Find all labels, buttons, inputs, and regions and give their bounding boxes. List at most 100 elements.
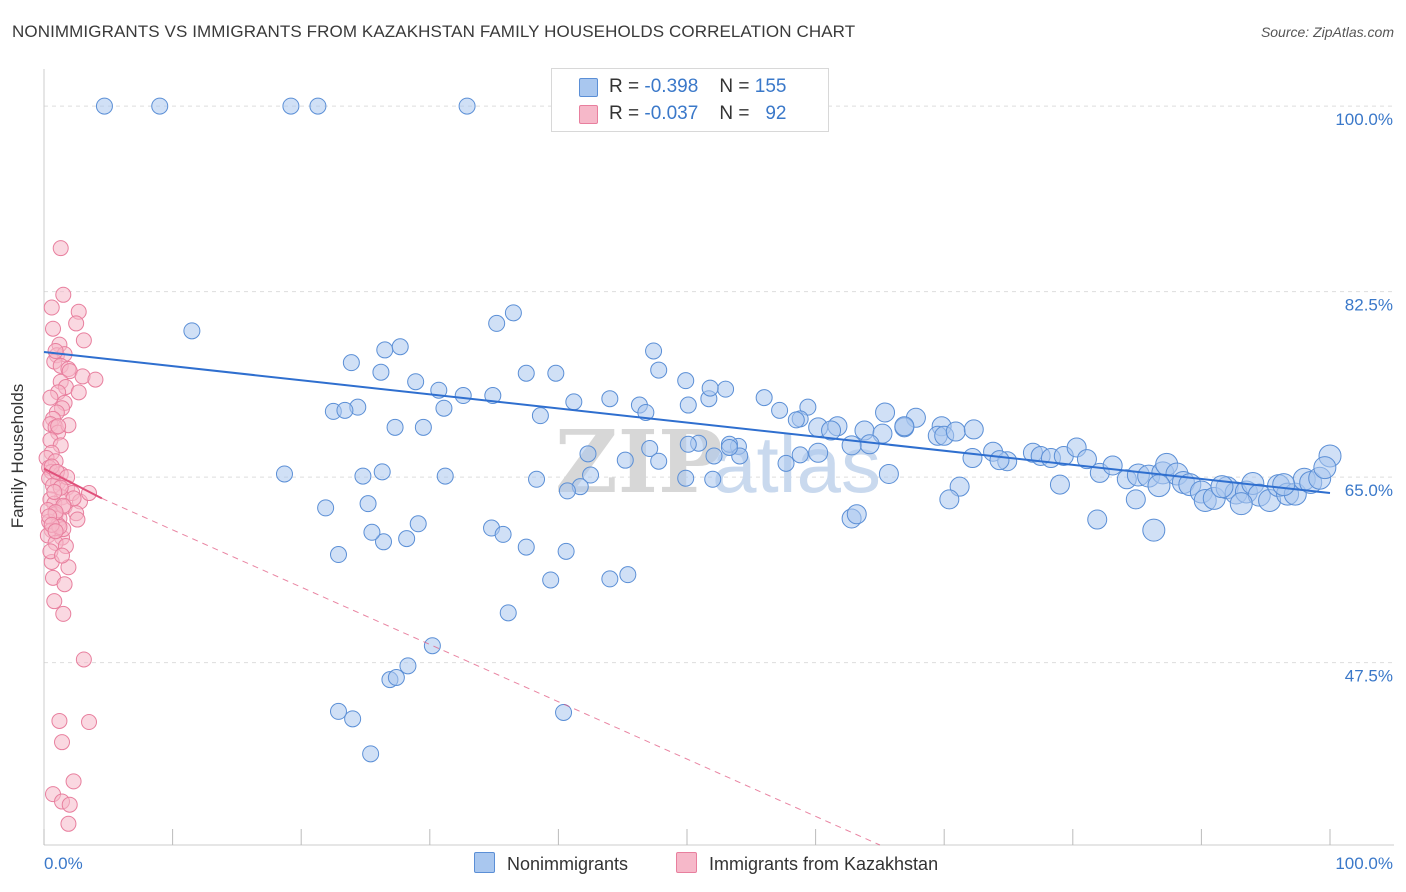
data-point-nonimmigrants bbox=[309, 97, 327, 115]
data-point-nonimmigrants bbox=[1147, 474, 1171, 498]
data-point-nonimmigrants bbox=[939, 489, 960, 510]
data-point-nonimmigrants bbox=[488, 314, 506, 332]
immigrants-points bbox=[38, 240, 104, 832]
data-point-nonimmigrants bbox=[771, 401, 789, 419]
data-point-nonimmigrants bbox=[777, 454, 795, 472]
data-point-nonimmigrants bbox=[705, 447, 723, 465]
data-point-nonimmigrants bbox=[359, 495, 377, 513]
data-point-nonimmigrants bbox=[354, 467, 372, 485]
data-point-nonimmigrants bbox=[808, 442, 829, 463]
stats-legend: R = -0.398 N = 155 R = -0.037 N = 92 bbox=[551, 68, 829, 132]
data-point-nonimmigrants bbox=[650, 452, 668, 470]
data-point-nonimmigrants bbox=[1313, 456, 1337, 480]
legend-swatch-pink bbox=[579, 105, 598, 124]
data-point-immigrants bbox=[46, 483, 63, 500]
data-point-nonimmigrants bbox=[275, 465, 293, 483]
trend-line-immigrants-extended bbox=[101, 497, 881, 846]
data-point-nonimmigrants bbox=[436, 467, 454, 485]
data-point-nonimmigrants bbox=[894, 416, 915, 437]
data-point-nonimmigrants bbox=[1272, 473, 1296, 497]
r-value: -0.398 bbox=[644, 76, 699, 97]
data-point-nonimmigrants bbox=[704, 470, 722, 488]
source-label: Source: ZipAtlas.com bbox=[1260, 24, 1394, 40]
data-point-nonimmigrants bbox=[317, 499, 335, 517]
data-point-nonimmigrants bbox=[557, 542, 575, 560]
y-axis-label: Family Households bbox=[8, 383, 27, 529]
data-point-nonimmigrants bbox=[517, 538, 535, 556]
n-value: 92 bbox=[765, 103, 787, 124]
data-point-nonimmigrants bbox=[579, 445, 597, 463]
x-tick-label: 100.0% bbox=[1335, 854, 1393, 873]
data-point-immigrants bbox=[55, 286, 72, 303]
trend-line-immigrants bbox=[43, 467, 103, 500]
data-point-immigrants bbox=[75, 332, 92, 349]
data-point-nonimmigrants bbox=[701, 379, 719, 397]
data-point-nonimmigrants bbox=[494, 525, 512, 543]
data-point-nonimmigrants bbox=[787, 411, 805, 429]
data-point-nonimmigrants bbox=[1142, 518, 1166, 542]
data-point-nonimmigrants bbox=[376, 341, 394, 359]
legend-swatch-blue bbox=[474, 852, 495, 873]
data-point-nonimmigrants bbox=[423, 637, 441, 655]
r-label: R = bbox=[609, 103, 640, 124]
data-point-immigrants bbox=[50, 418, 67, 435]
legend-swatch-blue bbox=[579, 78, 598, 97]
data-point-nonimmigrants bbox=[841, 435, 862, 456]
data-point-nonimmigrants bbox=[282, 97, 300, 115]
legend-item-immigrants: Immigrants from Kazakhstan bbox=[676, 852, 938, 875]
data-point-nonimmigrants bbox=[542, 571, 560, 589]
trend-lines bbox=[43, 351, 1331, 846]
data-point-nonimmigrants bbox=[151, 97, 169, 115]
data-point-nonimmigrants bbox=[799, 398, 817, 416]
data-point-immigrants bbox=[81, 485, 98, 502]
data-point-nonimmigrants bbox=[362, 745, 380, 763]
chart-title: NONIMMIGRANTS VS IMMIGRANTS FROM KAZAKHS… bbox=[12, 22, 856, 41]
data-point-nonimmigrants bbox=[1049, 474, 1070, 495]
data-point-nonimmigrants bbox=[435, 399, 453, 417]
data-point-immigrants bbox=[60, 815, 77, 832]
data-point-nonimmigrants bbox=[499, 604, 517, 622]
data-point-nonimmigrants bbox=[601, 390, 619, 408]
data-point-nonimmigrants bbox=[372, 363, 390, 381]
data-point-nonimmigrants bbox=[531, 407, 549, 425]
data-point-nonimmigrants bbox=[517, 364, 535, 382]
data-point-nonimmigrants bbox=[846, 504, 867, 525]
data-point-nonimmigrants bbox=[547, 364, 565, 382]
data-point-nonimmigrants bbox=[344, 710, 362, 728]
data-point-immigrants bbox=[54, 734, 71, 751]
legend-item-nonimmigrants: Nonimmigrants bbox=[474, 852, 628, 875]
data-point-nonimmigrants bbox=[373, 463, 391, 481]
legend-row-nonimmigrants: R = -0.398 N = 155 bbox=[552, 74, 822, 100]
data-point-nonimmigrants bbox=[679, 435, 697, 453]
legend-row-immigrants: R = -0.037 N = 92 bbox=[552, 101, 822, 127]
r-label: R = bbox=[609, 76, 640, 97]
data-point-immigrants bbox=[47, 523, 64, 540]
data-point-nonimmigrants bbox=[375, 533, 393, 551]
data-point-nonimmigrants bbox=[720, 438, 738, 456]
data-point-nonimmigrants bbox=[1229, 492, 1253, 516]
data-point-immigrants bbox=[46, 593, 63, 610]
data-point-immigrants bbox=[87, 371, 104, 388]
data-point-immigrants bbox=[69, 511, 86, 528]
data-point-immigrants bbox=[45, 320, 62, 337]
data-point-nonimmigrants bbox=[641, 440, 659, 458]
data-point-nonimmigrants bbox=[399, 657, 417, 675]
data-point-nonimmigrants bbox=[717, 380, 735, 398]
watermark-zip: ZIP bbox=[555, 412, 723, 513]
data-point-nonimmigrants bbox=[1076, 449, 1097, 470]
data-point-immigrants bbox=[81, 714, 98, 731]
y-tick-label: 65.0% bbox=[1345, 481, 1393, 500]
data-point-nonimmigrants bbox=[1125, 489, 1146, 510]
data-point-immigrants bbox=[55, 605, 72, 622]
data-point-immigrants bbox=[65, 773, 82, 790]
data-point-nonimmigrants bbox=[409, 515, 427, 533]
data-point-immigrants bbox=[43, 299, 60, 316]
data-point-nonimmigrants bbox=[582, 466, 600, 484]
data-point-immigrants bbox=[68, 315, 85, 332]
legend-label: Nonimmigrants bbox=[507, 854, 629, 874]
n-value: 155 bbox=[754, 76, 787, 97]
data-point-nonimmigrants bbox=[645, 342, 663, 360]
data-point-nonimmigrants bbox=[650, 361, 668, 379]
data-point-nonimmigrants bbox=[616, 451, 634, 469]
y-tick-labels: 47.5% 65.0% 82.5% 100.0% bbox=[1335, 110, 1393, 686]
